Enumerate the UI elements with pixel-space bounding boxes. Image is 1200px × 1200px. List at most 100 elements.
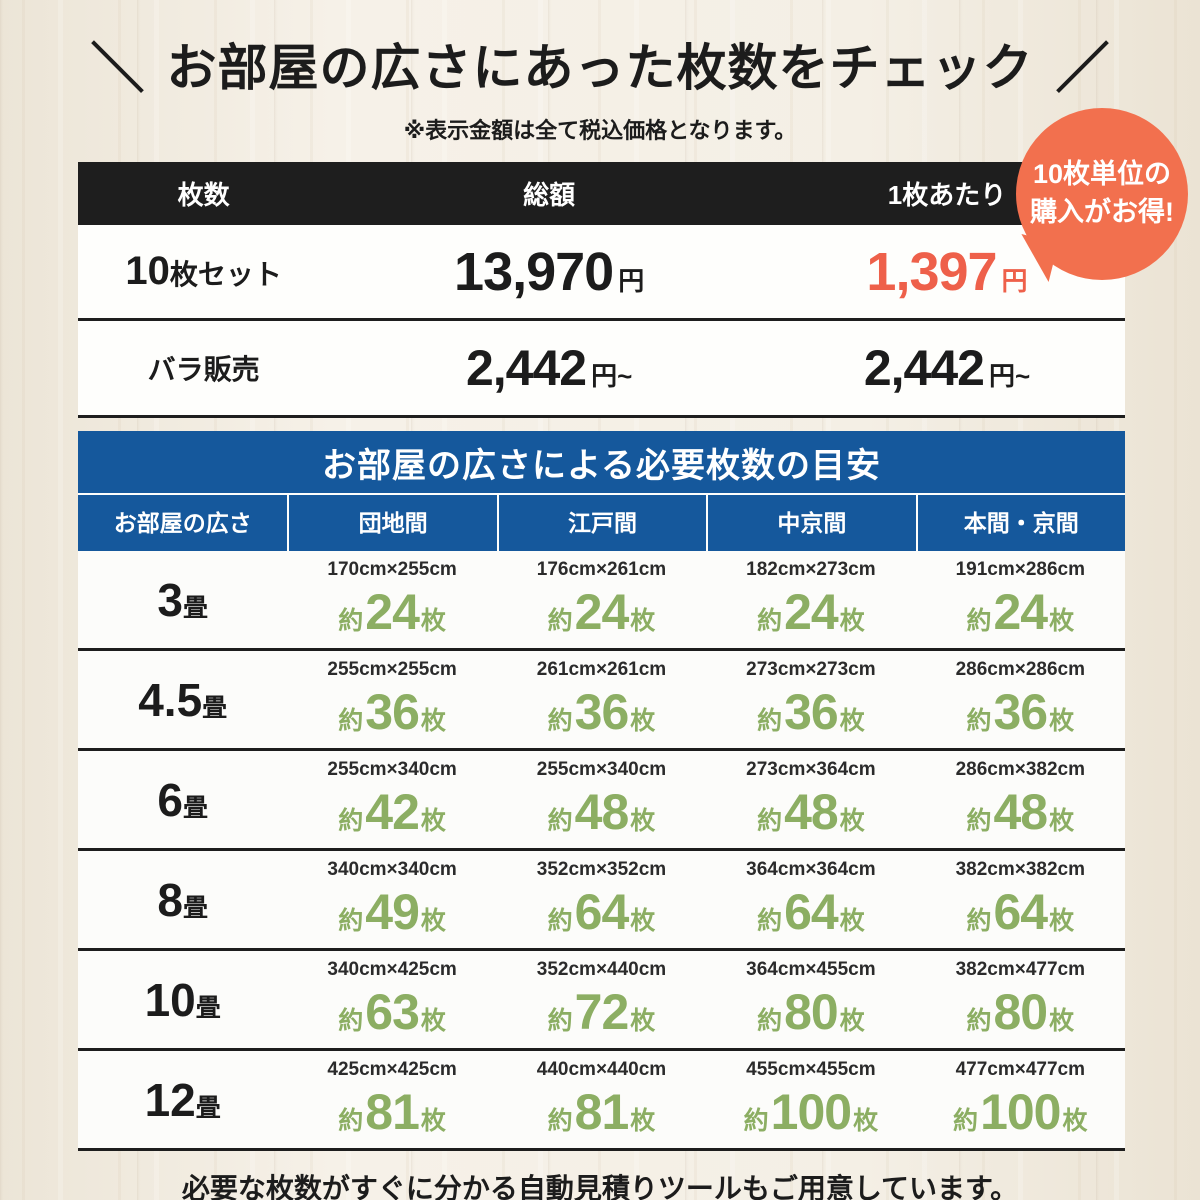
- count-cell: 170cm×255cm 約 24 枚: [287, 559, 496, 641]
- approx-label: 約: [338, 706, 364, 735]
- room-size-number: 3: [157, 573, 183, 626]
- approx-label: 約: [743, 1106, 769, 1135]
- approx-label: 約: [757, 606, 783, 635]
- deal-badge: 10枚単位の 購入がお得!: [1011, 108, 1188, 283]
- page-title: お部屋の広さにあった枚数をチェック: [166, 39, 1034, 96]
- count-cell: 286cm×286cm 約 36 枚: [916, 659, 1125, 741]
- count-number: 80: [993, 983, 1048, 1040]
- count-cell: 255cm×255cm 約 36 枚: [287, 659, 496, 741]
- room-size-unit: 畳: [182, 793, 208, 822]
- price-table-header: 枚数 総額 1枚あたり: [78, 162, 1125, 225]
- count-unit: 枚: [420, 606, 446, 635]
- dimension-text: 176cm×261cm: [536, 558, 667, 580]
- single-per-price: 2,442 円~: [769, 339, 1125, 397]
- count-cell: 425cm×425cm 約 81 枚: [287, 1059, 496, 1141]
- approx-label: 約: [966, 706, 992, 735]
- count-cell: 364cm×364cm 約 64 枚: [706, 859, 915, 941]
- dimension-text: 425cm×425cm: [327, 1058, 457, 1080]
- count-number: 49: [365, 883, 420, 940]
- size-row-3jo: 3畳 170cm×255cm 約 24 枚 176cm×261cm 約 24 枚 182cm…: [78, 551, 1125, 651]
- count-cell: 273cm×364cm 約 48 枚: [706, 759, 915, 841]
- set-label-suffix: 枚セット: [169, 259, 282, 290]
- price-header-per-sheet: 1枚あたり: [887, 180, 1007, 210]
- count-unit: 枚: [420, 806, 446, 835]
- count-number: 24: [365, 583, 420, 640]
- col-header-danchima: 団地間: [287, 495, 496, 551]
- approx-label: 約: [547, 706, 573, 735]
- room-size-cell: 4.5畳: [78, 673, 287, 727]
- count-unit: 枚: [1049, 706, 1075, 735]
- approx-label: 約: [338, 606, 364, 635]
- count-number: 100: [980, 1083, 1061, 1140]
- count-unit: 枚: [853, 1106, 879, 1135]
- room-size-cell: 10畳: [78, 973, 287, 1027]
- count-number: 36: [365, 683, 420, 740]
- single-total-price: 2,442 円~: [329, 339, 769, 397]
- tax-note: ※表示金額は全て税込価格となります。: [403, 118, 797, 143]
- count-cell: 261cm×261cm 約 36 枚: [497, 659, 706, 741]
- set-total-price: 13,970 円: [329, 241, 769, 303]
- count-number: 24: [574, 583, 630, 640]
- room-size-unit: 畳: [195, 993, 221, 1022]
- price-header-quantity: 枚数: [177, 180, 230, 210]
- count-cell: 477cm×477cm 約 100 枚: [916, 1059, 1125, 1141]
- decor-slash-right-icon: ／: [1055, 39, 1110, 99]
- count-cell: 255cm×340cm 約 42 枚: [287, 759, 496, 841]
- room-size-unit: 畳: [195, 1093, 221, 1122]
- count-cell: 364cm×455cm 約 80 枚: [706, 959, 915, 1041]
- count-unit: 枚: [630, 706, 656, 735]
- room-size-unit: 畳: [182, 893, 208, 922]
- col-header-chukyoma: 中京間: [706, 495, 915, 551]
- approx-label: 約: [338, 906, 364, 935]
- dimension-text: 440cm×440cm: [536, 1058, 667, 1080]
- deal-badge-line1: 10枚単位の: [1032, 159, 1172, 190]
- count-number: 64: [993, 883, 1048, 940]
- approx-label: 約: [953, 1106, 979, 1135]
- count-cell: 286cm×382cm 約 48 枚: [916, 759, 1125, 841]
- size-table-column-headers: お部屋の広さ 団地間 江戸間 中京間 本間・京間: [78, 495, 1125, 551]
- dimension-text: 273cm×364cm: [746, 758, 876, 780]
- count-cell: 340cm×425cm 約 63 枚: [287, 959, 496, 1041]
- set-per-value: 1,397: [866, 241, 997, 302]
- dimension-text: 364cm×455cm: [746, 958, 876, 980]
- dimension-text: 382cm×382cm: [955, 858, 1085, 880]
- dimension-text: 352cm×352cm: [536, 858, 667, 880]
- count-number: 64: [574, 883, 630, 940]
- size-row-6jo: 6畳 255cm×340cm 約 42 枚 255cm×340cm 約 48 枚 273cm…: [78, 751, 1125, 851]
- dimension-text: 352cm×440cm: [536, 958, 667, 980]
- size-guide-table: お部屋の広さによる必要枚数の目安 お部屋の広さ 団地間 江戸間 中京間 本間・京…: [78, 431, 1125, 1151]
- set-total-unit: 円: [618, 265, 645, 296]
- count-number: 48: [784, 783, 839, 840]
- count-number: 81: [365, 1083, 420, 1140]
- count-number: 72: [574, 983, 630, 1040]
- count-unit: 枚: [839, 706, 865, 735]
- dimension-text: 455cm×455cm: [746, 1058, 876, 1080]
- col-header-honma-kyoma: 本間・京間: [915, 495, 1125, 551]
- count-cell: 255cm×340cm 約 48 枚: [497, 759, 706, 841]
- count-number: 36: [574, 683, 630, 740]
- approx-label: 約: [547, 606, 573, 635]
- col-header-room-size: お部屋の広さ: [113, 510, 252, 536]
- count-number: 100: [770, 1083, 852, 1140]
- count-unit: 枚: [420, 1106, 446, 1135]
- room-size-number: 12: [144, 1073, 196, 1126]
- count-unit: 枚: [839, 906, 865, 935]
- approx-label: 約: [966, 606, 992, 635]
- dimension-text: 255cm×340cm: [327, 758, 457, 780]
- count-cell: 382cm×382cm 約 64 枚: [916, 859, 1125, 941]
- dimension-text: 182cm×273cm: [746, 558, 876, 580]
- approx-label: 約: [547, 1106, 573, 1135]
- size-row-4-5jo: 4.5畳 255cm×255cm 約 36 枚 261cm×261cm 約 36 枚 273…: [78, 651, 1125, 751]
- count-unit: 枚: [839, 806, 865, 835]
- size-table-title: お部屋の広さによる必要枚数の目安: [78, 431, 1125, 495]
- count-number: 24: [993, 583, 1048, 640]
- count-unit: 枚: [630, 606, 656, 635]
- single-total-value: 2,442: [465, 340, 587, 396]
- dimension-text: 255cm×255cm: [327, 658, 457, 680]
- single-per-unit: 円~: [988, 361, 1031, 391]
- approx-label: 約: [547, 1006, 573, 1035]
- room-size-number: 8: [157, 873, 183, 926]
- room-size-number: 10: [144, 973, 196, 1026]
- approx-label: 約: [547, 806, 573, 835]
